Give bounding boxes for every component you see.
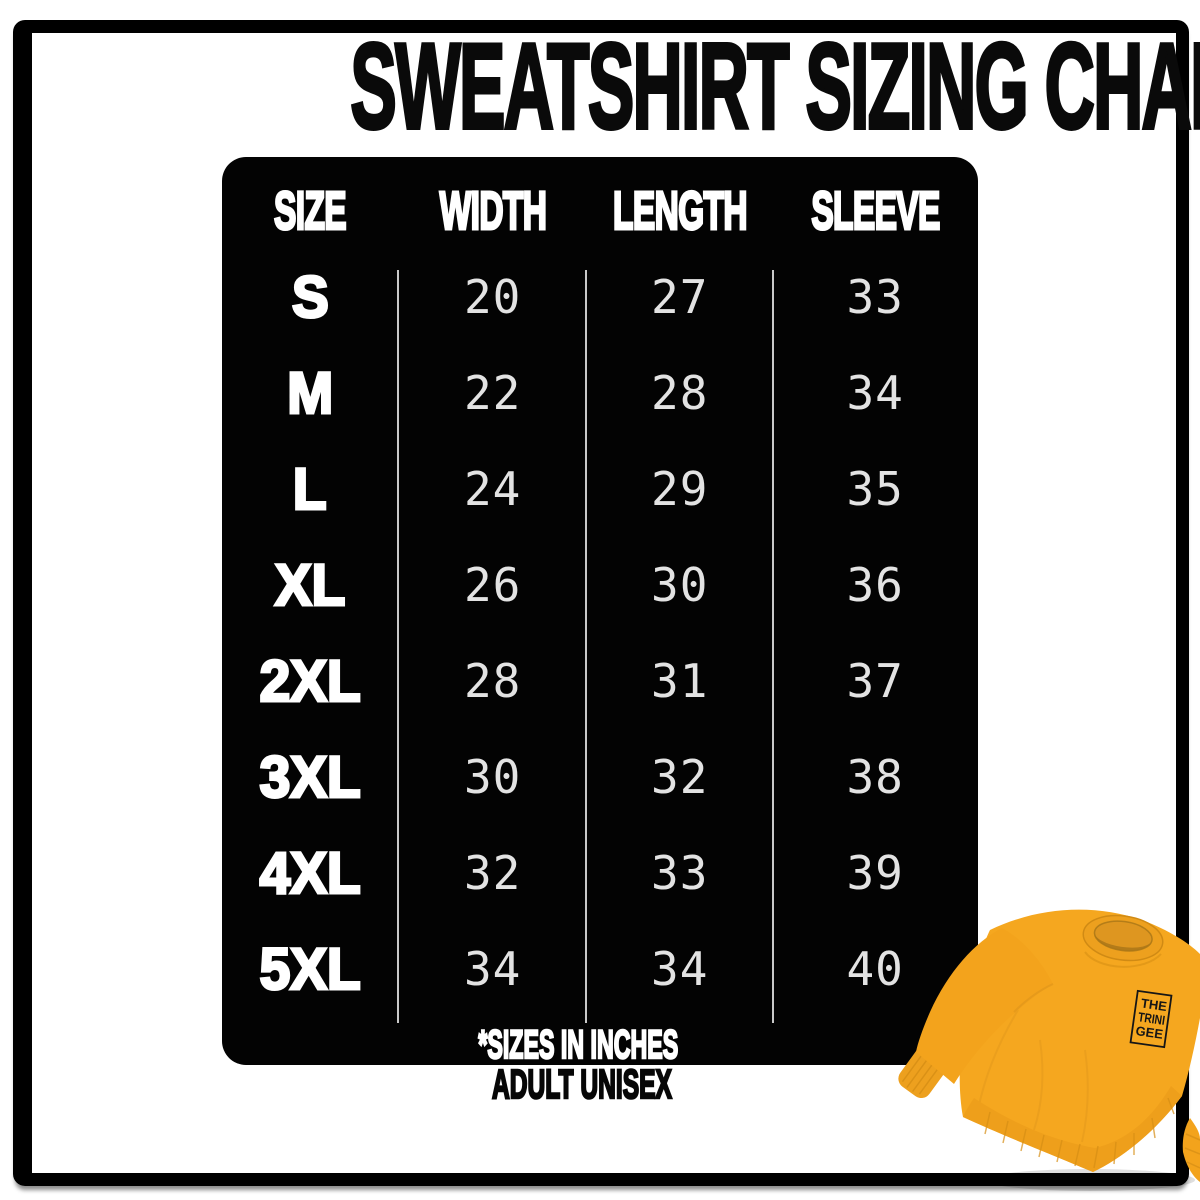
outer-frame-border bbox=[13, 20, 1189, 1186]
sweatshirt-image: THE TRINI GEE bbox=[898, 909, 1200, 1191]
column-header-length: LENGTH bbox=[612, 180, 748, 243]
left-sleeve bbox=[916, 928, 1053, 1084]
length-value: 34 bbox=[651, 942, 709, 996]
sleeve-value: 34 bbox=[846, 366, 904, 420]
size-label: 4XL bbox=[258, 839, 362, 907]
size-label: 2XL bbox=[258, 647, 362, 715]
sleeve-value: 36 bbox=[846, 558, 904, 612]
size-label: S bbox=[290, 263, 330, 331]
table-header-row: SIZE WIDTH LENGTH SLEEVE bbox=[222, 173, 978, 249]
fit-note: ADULT UNISEX bbox=[204, 1060, 960, 1108]
sleeve-value: 40 bbox=[846, 942, 904, 996]
waistband-ribs bbox=[984, 1097, 1175, 1169]
logo-box bbox=[1129, 989, 1173, 1049]
right-cuff-ribs bbox=[1184, 1133, 1200, 1169]
column-divider bbox=[397, 270, 399, 1023]
length-value: 33 bbox=[651, 846, 709, 900]
units-note-text: *SIZES IN INCHES bbox=[477, 1022, 678, 1069]
table-row: XL 26 30 36 bbox=[222, 537, 978, 633]
table-row: 2XL 28 31 37 bbox=[222, 633, 978, 729]
width-value: 22 bbox=[463, 366, 522, 420]
width-value: 32 bbox=[463, 846, 522, 900]
length-value: 27 bbox=[651, 270, 709, 324]
width-value: 26 bbox=[463, 558, 522, 612]
column-header-width: WIDTH bbox=[438, 180, 547, 243]
size-label: 3XL bbox=[258, 743, 362, 811]
size-label: 5XL bbox=[258, 935, 362, 1003]
sleeve-value: 35 bbox=[846, 462, 904, 516]
page-title-text: SWEATSHIRT SIZING CHART bbox=[349, 18, 1200, 154]
sweatshirt-shadow bbox=[985, 1169, 1195, 1191]
sweatshirt-waistband bbox=[963, 1086, 1182, 1172]
fabric-creases bbox=[977, 1009, 1089, 1143]
column-divider bbox=[585, 270, 587, 1023]
length-value: 28 bbox=[651, 366, 709, 420]
width-value: 30 bbox=[463, 750, 522, 804]
column-header-size: SIZE bbox=[273, 180, 347, 243]
length-value: 31 bbox=[651, 654, 709, 708]
size-label: L bbox=[292, 455, 329, 523]
logo-line-1: THE bbox=[1140, 996, 1168, 1015]
size-label: M bbox=[286, 359, 335, 427]
table-row: M 22 28 34 bbox=[222, 345, 978, 441]
width-value: 20 bbox=[463, 270, 522, 324]
sleeve-value: 33 bbox=[846, 270, 904, 324]
size-table: SIZE WIDTH LENGTH SLEEVE S 20 27 33 M 22… bbox=[222, 157, 978, 1068]
width-value: 34 bbox=[463, 942, 522, 996]
logo-line-2: TRINI bbox=[1137, 1009, 1166, 1028]
length-value: 30 bbox=[651, 558, 709, 612]
table-row: S 20 27 33 bbox=[222, 249, 978, 345]
sleeve-value: 39 bbox=[846, 846, 904, 900]
units-note: *SIZES IN INCHES bbox=[200, 1022, 956, 1069]
table-body: S 20 27 33 M 22 28 34 L 24 29 35 XL 26 3… bbox=[222, 249, 978, 1017]
column-header-sleeve: SLEEVE bbox=[810, 180, 941, 243]
length-value: 32 bbox=[651, 750, 709, 804]
sleeve-value: 37 bbox=[846, 654, 904, 708]
fit-note-text: ADULT UNISEX bbox=[491, 1060, 672, 1108]
armhole-seam bbox=[1013, 983, 1054, 1013]
column-divider bbox=[772, 270, 774, 1023]
page-title: SWEATSHIRT SIZING CHART bbox=[0, 18, 1200, 154]
width-value: 24 bbox=[463, 462, 522, 516]
size-label: XL bbox=[273, 551, 346, 619]
chest-logo: THE TRINI GEE bbox=[1129, 989, 1173, 1049]
collar-seam bbox=[1084, 951, 1162, 968]
length-value: 29 bbox=[651, 462, 709, 516]
table-row: 4XL 32 33 39 bbox=[222, 825, 978, 921]
sleeve-value: 38 bbox=[846, 750, 904, 804]
table-row: L 24 29 35 bbox=[222, 441, 978, 537]
table-row: 5XL 34 34 40 bbox=[222, 921, 978, 1017]
collar bbox=[1082, 914, 1164, 962]
table-row: 3XL 30 32 38 bbox=[222, 729, 978, 825]
width-value: 28 bbox=[463, 654, 522, 708]
logo-line-3: GEE bbox=[1135, 1023, 1165, 1042]
